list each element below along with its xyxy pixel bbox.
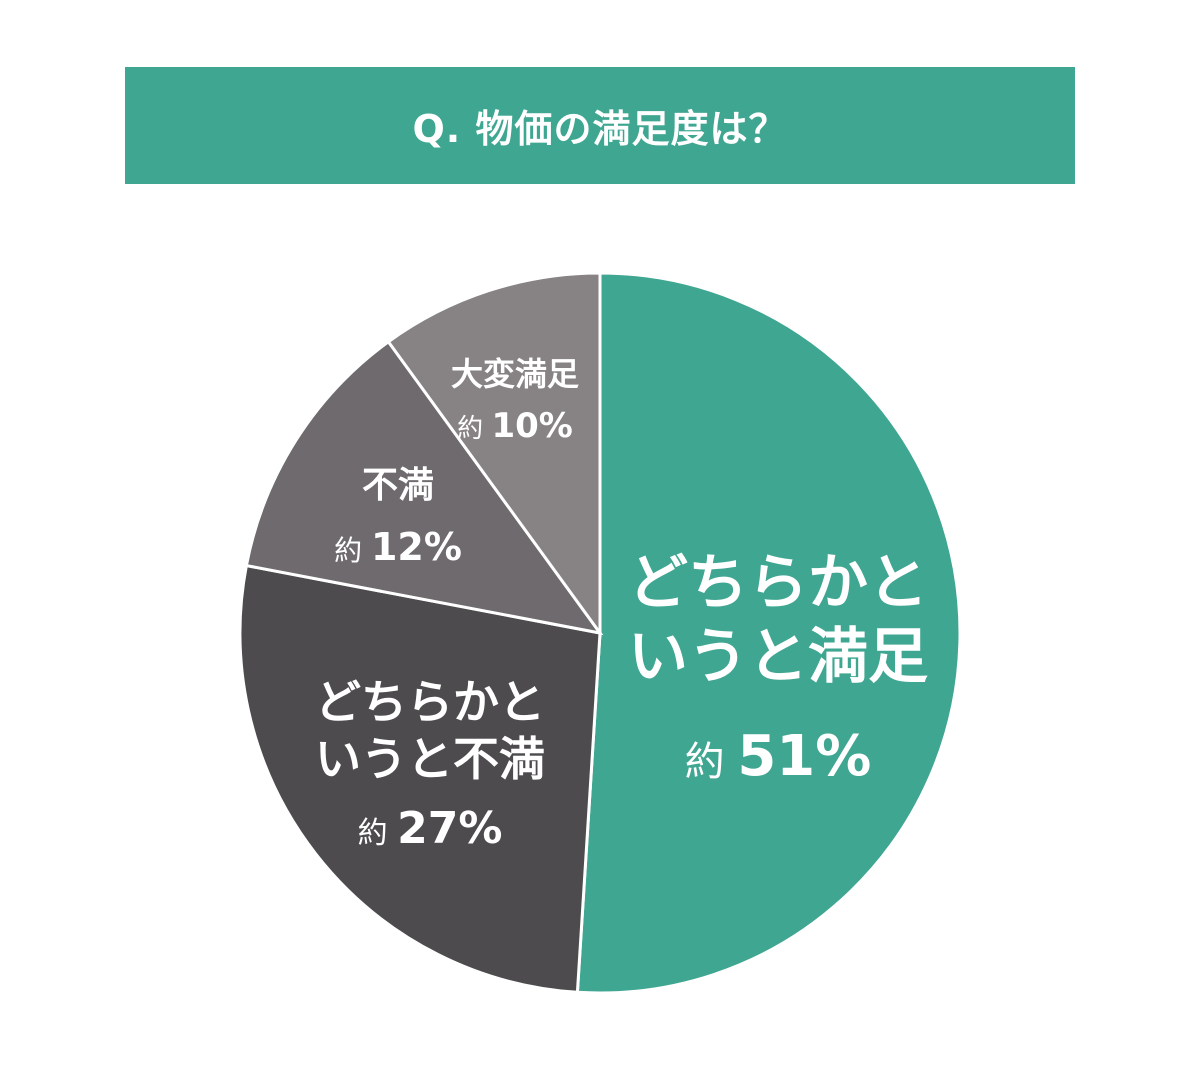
chart-title-bar: Q. 物価の満足度は？: [125, 67, 1075, 184]
slice-percent: 約 10%: [457, 406, 573, 446]
slice-label: 不満: [362, 465, 434, 506]
slice-percent: 約 12%: [334, 525, 462, 569]
pie-slice: [386, 271, 602, 638]
slice-percent: 約 27%: [358, 803, 503, 854]
pie-slice: [238, 563, 602, 994]
pie-slice: [575, 271, 962, 995]
slice-label: どちらかというと満足: [628, 548, 928, 692]
slice-label: どちらかというと不満: [315, 675, 545, 786]
slice-percent: 約 51%: [685, 724, 872, 789]
pie-slice: [244, 339, 604, 636]
slice-label: 大変満足: [451, 355, 579, 393]
chart-title: Q. 物価の満足度は？: [412, 107, 788, 151]
